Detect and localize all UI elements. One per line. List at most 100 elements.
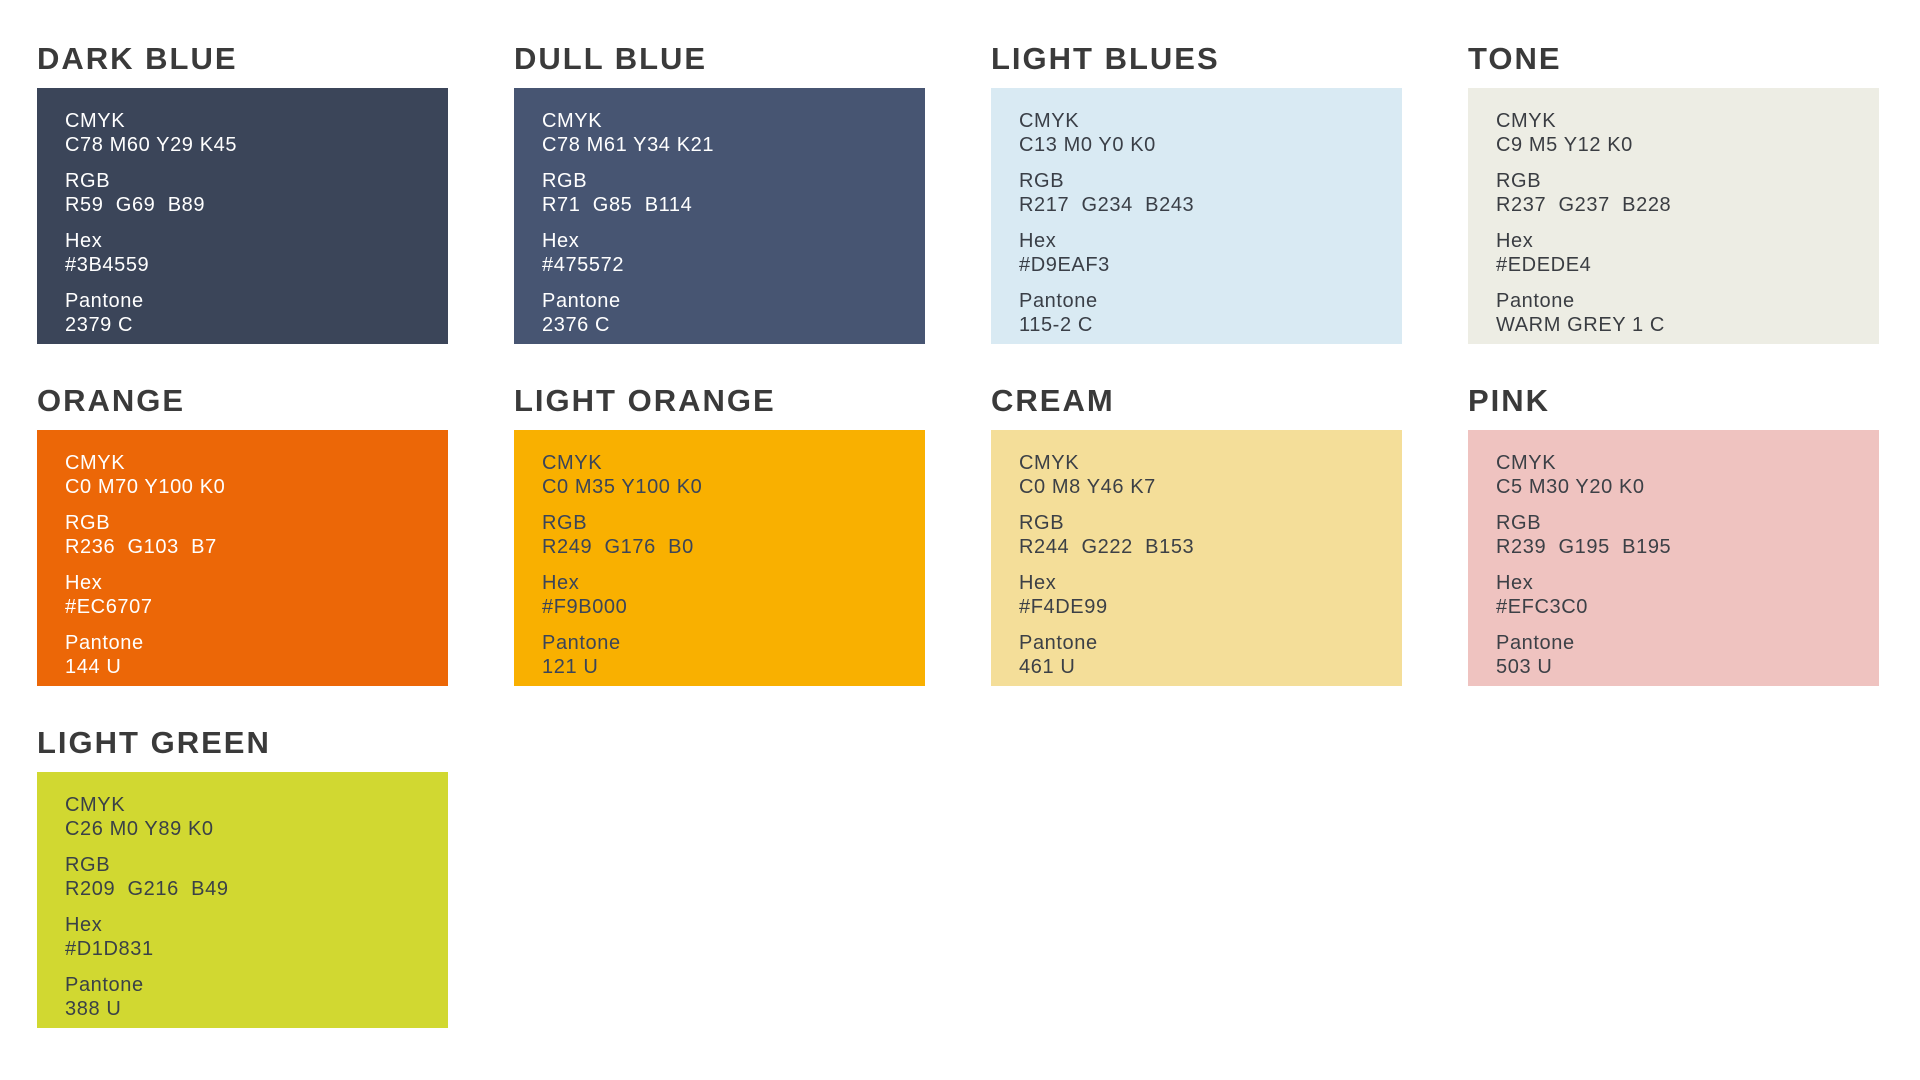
pantone-label: Pantone — [542, 632, 621, 654]
cmyk-value: C0 M8 Y46 K7 — [1019, 476, 1156, 498]
hex-value: #EFC3C0 — [1496, 596, 1589, 618]
swatch-color-card: CMYK C78 M61 Y34 K21 RGB R71 G85 B114 He… — [514, 88, 925, 344]
hex-value: #D1D831 — [65, 938, 154, 960]
hex-value: #475572 — [542, 254, 625, 276]
pantone-value: 144 U — [65, 656, 122, 678]
rgb-label: RGB — [65, 512, 111, 534]
cmyk-value: C78 M61 Y34 K21 — [542, 134, 715, 156]
rgb-label: RGB — [1019, 170, 1065, 192]
cmyk-label: CMYK — [542, 110, 603, 132]
hex-label: Hex — [542, 572, 580, 594]
swatch-pink: PINK CMYK C5 M30 Y20 K0 RGB R239 G195 B1… — [1468, 384, 1879, 686]
pantone-value: 388 U — [65, 998, 122, 1020]
pantone-value: 2376 C — [542, 314, 611, 336]
swatch-title: PINK — [1468, 383, 1551, 418]
pantone-value: 503 U — [1496, 656, 1553, 678]
rgb-label: RGB — [1019, 512, 1065, 534]
rgb-label: RGB — [1496, 170, 1542, 192]
pantone-spec: Pantone WARM GREY 1 C — [1496, 289, 1859, 337]
rgb-label: RGB — [542, 512, 588, 534]
swatch-title: ORANGE — [37, 383, 186, 418]
swatch-orange: ORANGE CMYK C0 M70 Y100 K0 RGB R236 G103… — [37, 384, 448, 686]
rgb-label: RGB — [65, 170, 111, 192]
swatch-title: LIGHT ORANGE — [514, 383, 776, 418]
rgb-value: R59 G69 B89 — [65, 194, 206, 216]
rgb-spec: RGB R209 G216 B49 — [65, 853, 428, 901]
cmyk-value: C0 M35 Y100 K0 — [542, 476, 703, 498]
hex-value: #EC6707 — [65, 596, 153, 618]
pantone-value: 121 U — [542, 656, 599, 678]
rgb-value: R244 G222 B153 — [1019, 536, 1195, 558]
swatch-color-card: CMYK C0 M35 Y100 K0 RGB R249 G176 B0 Hex… — [514, 430, 925, 686]
hex-value: #F4DE99 — [1019, 596, 1108, 618]
cmyk-value: C26 M0 Y89 K0 — [65, 818, 214, 840]
hex-label: Hex — [1019, 230, 1057, 252]
hex-value: #F9B000 — [542, 596, 628, 618]
swatch-color-card: CMYK C78 M60 Y29 K45 RGB R59 G69 B89 Hex… — [37, 88, 448, 344]
hex-spec: Hex #F4DE99 — [1019, 571, 1382, 619]
pantone-label: Pantone — [1019, 290, 1098, 312]
cmyk-spec: CMYK C13 M0 Y0 K0 — [1019, 109, 1382, 157]
rgb-label: RGB — [1496, 512, 1542, 534]
hex-spec: Hex #475572 — [542, 229, 905, 277]
pantone-spec: Pantone 388 U — [65, 973, 428, 1021]
swatch-title: CREAM — [991, 383, 1115, 418]
cmyk-spec: CMYK C5 M30 Y20 K0 — [1496, 451, 1859, 499]
cmyk-spec: CMYK C0 M70 Y100 K0 — [65, 451, 428, 499]
rgb-value: R71 G85 B114 — [542, 194, 693, 216]
pantone-label: Pantone — [542, 290, 621, 312]
swatch-color-card: CMYK C13 M0 Y0 K0 RGB R217 G234 B243 Hex… — [991, 88, 1402, 344]
rgb-value: R239 G195 B195 — [1496, 536, 1672, 558]
cmyk-spec: CMYK C78 M60 Y29 K45 — [65, 109, 428, 157]
rgb-label: RGB — [542, 170, 588, 192]
pantone-value: WARM GREY 1 C — [1496, 314, 1665, 336]
hex-spec: Hex #EFC3C0 — [1496, 571, 1859, 619]
rgb-spec: RGB R249 G176 B0 — [542, 511, 905, 559]
hex-label: Hex — [65, 914, 103, 936]
pantone-spec: Pantone 461 U — [1019, 631, 1382, 679]
pantone-label: Pantone — [1496, 632, 1575, 654]
pantone-label: Pantone — [65, 290, 144, 312]
rgb-spec: RGB R217 G234 B243 — [1019, 169, 1382, 217]
swatch-title: DARK BLUE — [37, 41, 238, 76]
pantone-value: 461 U — [1019, 656, 1076, 678]
swatch-color-card: CMYK C5 M30 Y20 K0 RGB R239 G195 B195 He… — [1468, 430, 1879, 686]
cmyk-spec: CMYK C78 M61 Y34 K21 — [542, 109, 905, 157]
hex-value: #3B4559 — [65, 254, 150, 276]
swatch-tone: TONE CMYK C9 M5 Y12 K0 RGB R237 G237 B22… — [1468, 42, 1879, 344]
cmyk-spec: CMYK C9 M5 Y12 K0 — [1496, 109, 1859, 157]
swatch-cream: CREAM CMYK C0 M8 Y46 K7 RGB R244 G222 B1… — [991, 384, 1402, 686]
rgb-label: RGB — [65, 854, 111, 876]
hex-label: Hex — [65, 572, 103, 594]
pantone-spec: Pantone 503 U — [1496, 631, 1859, 679]
pantone-label: Pantone — [65, 974, 144, 996]
hex-value: #EDEDE4 — [1496, 254, 1592, 276]
swatch-title: LIGHT GREEN — [37, 725, 271, 760]
hex-spec: Hex #D1D831 — [65, 913, 428, 961]
hex-label: Hex — [542, 230, 580, 252]
hex-spec: Hex #EC6707 — [65, 571, 428, 619]
cmyk-label: CMYK — [1019, 110, 1080, 132]
pantone-value: 2379 C — [65, 314, 134, 336]
cmyk-label: CMYK — [1496, 110, 1557, 132]
hex-label: Hex — [1496, 230, 1534, 252]
cmyk-label: CMYK — [65, 794, 126, 816]
hex-spec: Hex #D9EAF3 — [1019, 229, 1382, 277]
swatch-dull-blue: DULL BLUE CMYK C78 M61 Y34 K21 RGB R71 G… — [514, 42, 925, 344]
rgb-value: R209 G216 B49 — [65, 878, 229, 900]
rgb-value: R236 G103 B7 — [65, 536, 217, 558]
rgb-spec: RGB R239 G195 B195 — [1496, 511, 1859, 559]
swatch-light-green: LIGHT GREEN CMYK C26 M0 Y89 K0 RGB R209 … — [37, 726, 448, 1028]
cmyk-spec: CMYK C0 M8 Y46 K7 — [1019, 451, 1382, 499]
pantone-spec: Pantone 2379 C — [65, 289, 428, 337]
hex-spec: Hex #EDEDE4 — [1496, 229, 1859, 277]
cmyk-label: CMYK — [1496, 452, 1557, 474]
cmyk-spec: CMYK C26 M0 Y89 K0 — [65, 793, 428, 841]
pantone-label: Pantone — [1019, 632, 1098, 654]
swatch-color-card: CMYK C9 M5 Y12 K0 RGB R237 G237 B228 Hex… — [1468, 88, 1879, 344]
cmyk-value: C9 M5 Y12 K0 — [1496, 134, 1633, 156]
pantone-spec: Pantone 115-2 C — [1019, 289, 1382, 337]
swatch-dark-blue: DARK BLUE CMYK C78 M60 Y29 K45 RGB R59 G… — [37, 42, 448, 344]
pantone-value: 115-2 C — [1019, 314, 1093, 336]
cmyk-label: CMYK — [65, 110, 126, 132]
